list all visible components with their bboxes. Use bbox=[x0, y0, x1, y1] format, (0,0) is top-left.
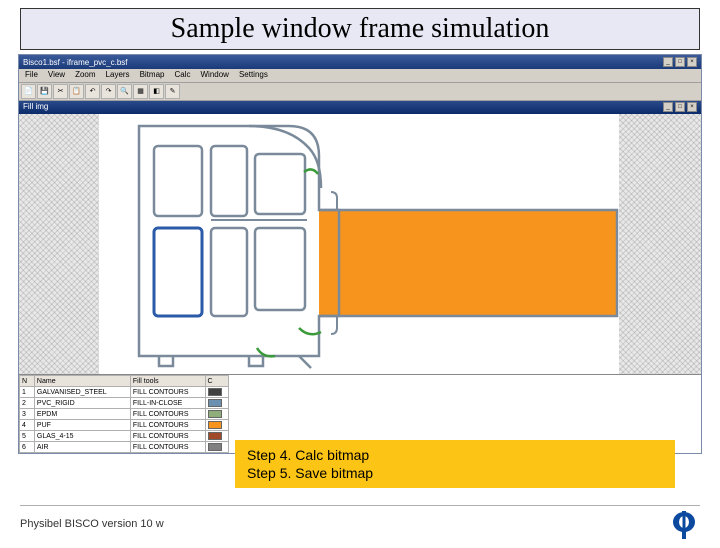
slide-footer: Physibel BISCO version 10 w bbox=[20, 505, 700, 540]
toolbar-button[interactable]: 📄 bbox=[21, 84, 36, 99]
titlebar-text: Bisco1.bsf - iframe_pvc_c.bsf bbox=[23, 58, 127, 67]
swatch-icon bbox=[208, 432, 222, 440]
cell-fill: FILL CONTOURS bbox=[130, 409, 205, 420]
swatch-icon bbox=[208, 421, 222, 429]
cell-fill: FILL CONTOURS bbox=[130, 420, 205, 431]
slide-title: Sample window frame simulation bbox=[20, 8, 700, 50]
menu-zoom[interactable]: Zoom bbox=[75, 70, 95, 81]
window-profile-drawing bbox=[99, 116, 619, 372]
toolbar-button[interactable]: 🔍 bbox=[117, 84, 132, 99]
cell-n: 2 bbox=[20, 398, 35, 409]
cell-name: PVC_RIGID bbox=[34, 398, 130, 409]
toolbar-button[interactable]: ✎ bbox=[165, 84, 180, 99]
cell-fill: FILL-IN-CLOSE bbox=[130, 398, 205, 409]
callout-line-1: Step 4. Calc bitmap bbox=[247, 446, 663, 464]
minimize-button[interactable]: _ bbox=[663, 57, 673, 67]
menu-view[interactable]: View bbox=[48, 70, 65, 81]
toolbar-button[interactable]: ▦ bbox=[133, 84, 148, 99]
cell-name: PUF bbox=[34, 420, 130, 431]
table-row[interactable]: 1 GALVANISED_STEEL FILL CONTOURS bbox=[20, 387, 229, 398]
toolbar-button[interactable]: 💾 bbox=[37, 84, 52, 99]
table-row[interactable]: 5 GLAS_4-15 FILL CONTOURS bbox=[20, 431, 229, 442]
toolbar-button[interactable]: ✂ bbox=[53, 84, 68, 99]
menu-calc[interactable]: Calc bbox=[174, 70, 190, 81]
subwindow-title: Fill img bbox=[23, 102, 48, 113]
menu-layers[interactable]: Layers bbox=[106, 70, 130, 81]
physibel-logo-icon bbox=[668, 508, 700, 540]
subwindow-titlebar: Fill img _ □ × bbox=[19, 101, 701, 114]
cell-name: GALVANISED_STEEL bbox=[34, 387, 130, 398]
materials-table: N Name Fill tools C 1 GALVANISED_STEEL F… bbox=[19, 375, 229, 453]
cell-swatch bbox=[205, 409, 228, 420]
swatch-icon bbox=[208, 410, 222, 418]
menu-file[interactable]: File bbox=[25, 70, 38, 81]
cell-fill: FILL CONTOURS bbox=[130, 387, 205, 398]
cell-name: AIR bbox=[34, 442, 130, 453]
cell-n: 1 bbox=[20, 387, 35, 398]
maximize-button[interactable]: □ bbox=[675, 57, 685, 67]
sub-close-button[interactable]: × bbox=[687, 102, 697, 112]
table-row[interactable]: 6 AIR FILL CONTOURS bbox=[20, 442, 229, 453]
table-row[interactable]: 4 PUF FILL CONTOURS bbox=[20, 420, 229, 431]
toolbar-button[interactable]: ↷ bbox=[101, 84, 116, 99]
col-n: N bbox=[20, 376, 35, 387]
cell-n: 6 bbox=[20, 442, 35, 453]
toolbar-button[interactable]: ↶ bbox=[85, 84, 100, 99]
table-row[interactable]: 2 PVC_RIGID FILL-IN-CLOSE bbox=[20, 398, 229, 409]
cell-name: EPDM bbox=[34, 409, 130, 420]
cell-n: 4 bbox=[20, 420, 35, 431]
table-row[interactable]: 3 EPDM FILL CONTOURS bbox=[20, 409, 229, 420]
swatch-icon bbox=[208, 388, 222, 396]
cell-swatch bbox=[205, 398, 228, 409]
sub-maximize-button[interactable]: □ bbox=[675, 102, 685, 112]
cell-swatch bbox=[205, 442, 228, 453]
sub-minimize-button[interactable]: _ bbox=[663, 102, 673, 112]
callout-line-2: Step 5. Save bitmap bbox=[247, 464, 663, 482]
toolbar: 📄 💾 ✂ 📋 ↶ ↷ 🔍 ▦ ◧ ✎ bbox=[19, 83, 701, 101]
cell-swatch bbox=[205, 387, 228, 398]
cell-n: 3 bbox=[20, 409, 35, 420]
cell-fill: FILL CONTOURS bbox=[130, 431, 205, 442]
canvas[interactable] bbox=[19, 114, 701, 374]
footer-text: Physibel BISCO version 10 w bbox=[20, 518, 164, 530]
menu-window[interactable]: Window bbox=[200, 70, 228, 81]
menu-bitmap[interactable]: Bitmap bbox=[140, 70, 165, 81]
col-fill: Fill tools bbox=[130, 376, 205, 387]
cell-n: 5 bbox=[20, 431, 35, 442]
toolbar-button[interactable]: ◧ bbox=[149, 84, 164, 99]
cell-fill: FILL CONTOURS bbox=[130, 442, 205, 453]
col-c: C bbox=[205, 376, 228, 387]
menubar: File View Zoom Layers Bitmap Calc Window… bbox=[19, 69, 701, 83]
swatch-icon bbox=[208, 443, 222, 451]
col-name: Name bbox=[34, 376, 130, 387]
app-window: Bisco1.bsf - iframe_pvc_c.bsf _ □ × File… bbox=[18, 54, 702, 454]
titlebar: Bisco1.bsf - iframe_pvc_c.bsf _ □ × bbox=[19, 55, 701, 69]
toolbar-button[interactable]: 📋 bbox=[69, 84, 84, 99]
step-callout: Step 4. Calc bitmap Step 5. Save bitmap bbox=[235, 440, 675, 488]
cell-name: GLAS_4-15 bbox=[34, 431, 130, 442]
cell-swatch bbox=[205, 431, 228, 442]
swatch-icon bbox=[208, 399, 222, 407]
close-button[interactable]: × bbox=[687, 57, 697, 67]
cell-swatch bbox=[205, 420, 228, 431]
menu-settings[interactable]: Settings bbox=[239, 70, 268, 81]
